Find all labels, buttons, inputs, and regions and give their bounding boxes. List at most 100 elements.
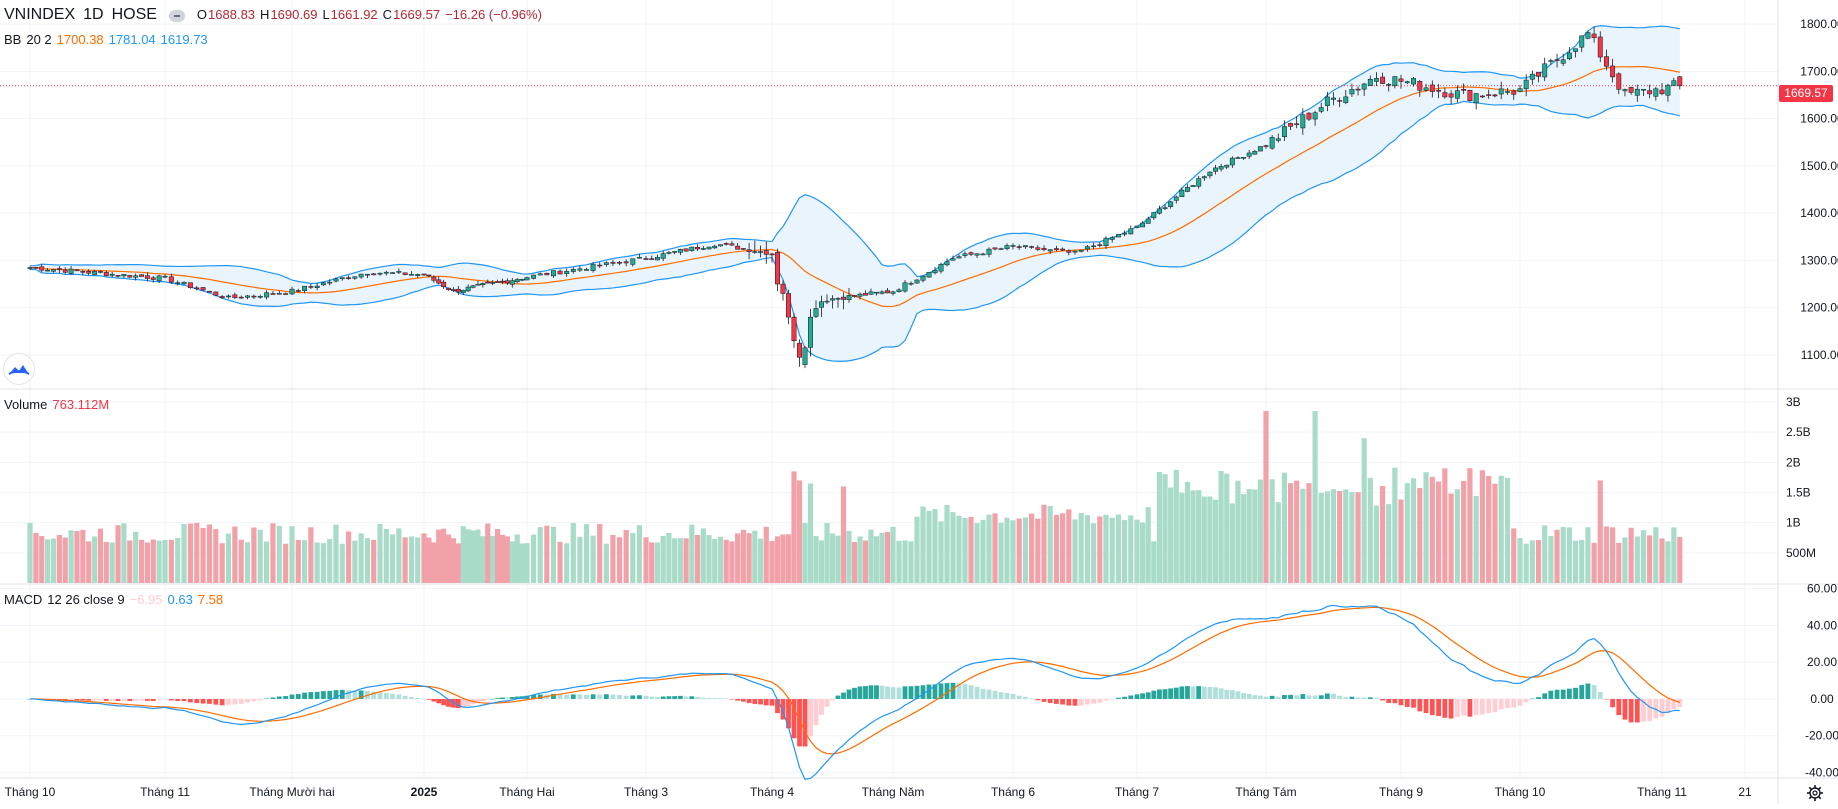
volume-bar (68, 530, 74, 583)
macd-hist-bar (841, 692, 846, 699)
candle-body (390, 272, 396, 274)
volume-bar (150, 539, 156, 583)
change-value: −16.26 (−0.96%) (445, 7, 542, 22)
macd-hist-bar (1423, 698, 1429, 714)
high-label: H (260, 7, 270, 22)
macd-hist-bar (1324, 693, 1330, 699)
volume-bar (1275, 502, 1281, 583)
volume-bar (1349, 492, 1355, 583)
volume-bar (700, 528, 706, 583)
volume-bar (1306, 483, 1312, 583)
gear-icon[interactable] (1806, 784, 1824, 802)
candle-body (1461, 89, 1467, 91)
candle-body (758, 251, 763, 253)
candle-body (819, 301, 824, 308)
volume-bar (352, 540, 358, 583)
candle-body (1190, 185, 1196, 187)
candle-body (1423, 87, 1429, 91)
candle-body (908, 282, 914, 285)
macd-hist-bar (333, 690, 339, 699)
volume-bar (1647, 535, 1653, 583)
candle-body (712, 245, 718, 249)
macd-hist-bar (1162, 689, 1168, 699)
candle-body (775, 252, 780, 285)
volume-bar (1597, 480, 1603, 583)
macd-hist-bar (1647, 698, 1653, 722)
macd-hist-bar (852, 687, 857, 699)
macd-hist-bar (890, 687, 896, 699)
volume-bar (213, 529, 219, 583)
macd-hist-bar (1122, 696, 1127, 699)
volume-bar (603, 543, 609, 583)
volume-bar (276, 525, 282, 583)
volume-bar (1423, 472, 1429, 583)
interval-label[interactable]: 1D (83, 6, 104, 23)
volume-bar (460, 526, 466, 583)
volume-bar (426, 537, 432, 583)
candle-body (531, 274, 537, 279)
macd-hist-bar (723, 698, 729, 699)
volume-bar (1318, 492, 1324, 583)
macd-hist-bar (1467, 698, 1473, 717)
candle-body (1523, 79, 1529, 90)
macd-name[interactable]: MACD (4, 592, 43, 607)
candle-body (181, 281, 187, 285)
macd-hist-bar (1604, 698, 1609, 700)
macd-hist-bar (480, 698, 486, 702)
tradingview-cloud-logo-icon[interactable] (4, 354, 34, 384)
macd-hist-bar (819, 698, 824, 715)
macd-hist-bar (446, 698, 451, 707)
volume-bar (377, 524, 383, 583)
macd-hist-bar (314, 691, 320, 699)
macd-hist-bar (1023, 696, 1028, 699)
candle-body (986, 248, 992, 255)
volume-bar (1410, 478, 1417, 583)
macd-legend[interactable]: MACD 12 26 close 9 −6.95 0.63 7.58 (4, 592, 228, 608)
volume-bar (1252, 489, 1258, 583)
candle-body (1156, 208, 1162, 214)
macd-hist-bar (68, 698, 74, 701)
volume-bar (683, 538, 689, 583)
macd-hist-bar (109, 698, 115, 701)
volume-name[interactable]: Volume (4, 397, 48, 412)
bb-legend[interactable]: BB 20 2 1700.38 1781.04 1619.73 (4, 32, 213, 48)
candle-body (1355, 88, 1361, 91)
candle-body (295, 290, 301, 292)
macd-hist-bar (1157, 689, 1162, 699)
macd-hist-bar (1511, 698, 1517, 708)
volume-bar (1579, 539, 1585, 583)
macd-hist-bar (617, 694, 622, 699)
macd-hist-bar (213, 698, 219, 705)
volume-bar (257, 529, 263, 583)
candle-body (1140, 222, 1146, 228)
volume-axis-label: 500M (1786, 546, 1816, 560)
volume-bar (735, 533, 741, 583)
volume-bar (1294, 480, 1300, 583)
symbol-legend[interactable]: VNINDEX 1D HOSE O1688.83 H1690.69 L1661.92 C16… (4, 7, 547, 23)
macd-hist-bar (896, 687, 902, 699)
candle-body (968, 252, 974, 255)
volume-legend[interactable]: Volume 763.112M (4, 397, 114, 413)
candle-body (1246, 152, 1252, 157)
price-axis-label: 1700.00 (1800, 64, 1838, 78)
volume-bar (383, 528, 389, 583)
minus-pill-icon[interactable] (168, 9, 185, 22)
volume-bar (1109, 517, 1115, 583)
volume-bar (301, 540, 308, 583)
volume-bar (1529, 540, 1535, 583)
volume-bar (857, 536, 863, 583)
candle-body (352, 276, 358, 279)
volume-bar (364, 538, 371, 583)
volume-bar (896, 540, 902, 583)
volume-bar (1010, 520, 1016, 583)
macd-hist-bar (655, 696, 660, 699)
candle-body (1361, 83, 1367, 90)
bb-name[interactable]: BB (4, 32, 22, 47)
symbol-name[interactable]: VNINDEX (4, 6, 76, 23)
volume-bar (537, 527, 543, 583)
volume-bar (774, 536, 781, 583)
candle-body (1128, 228, 1134, 235)
candle-body (219, 296, 225, 299)
